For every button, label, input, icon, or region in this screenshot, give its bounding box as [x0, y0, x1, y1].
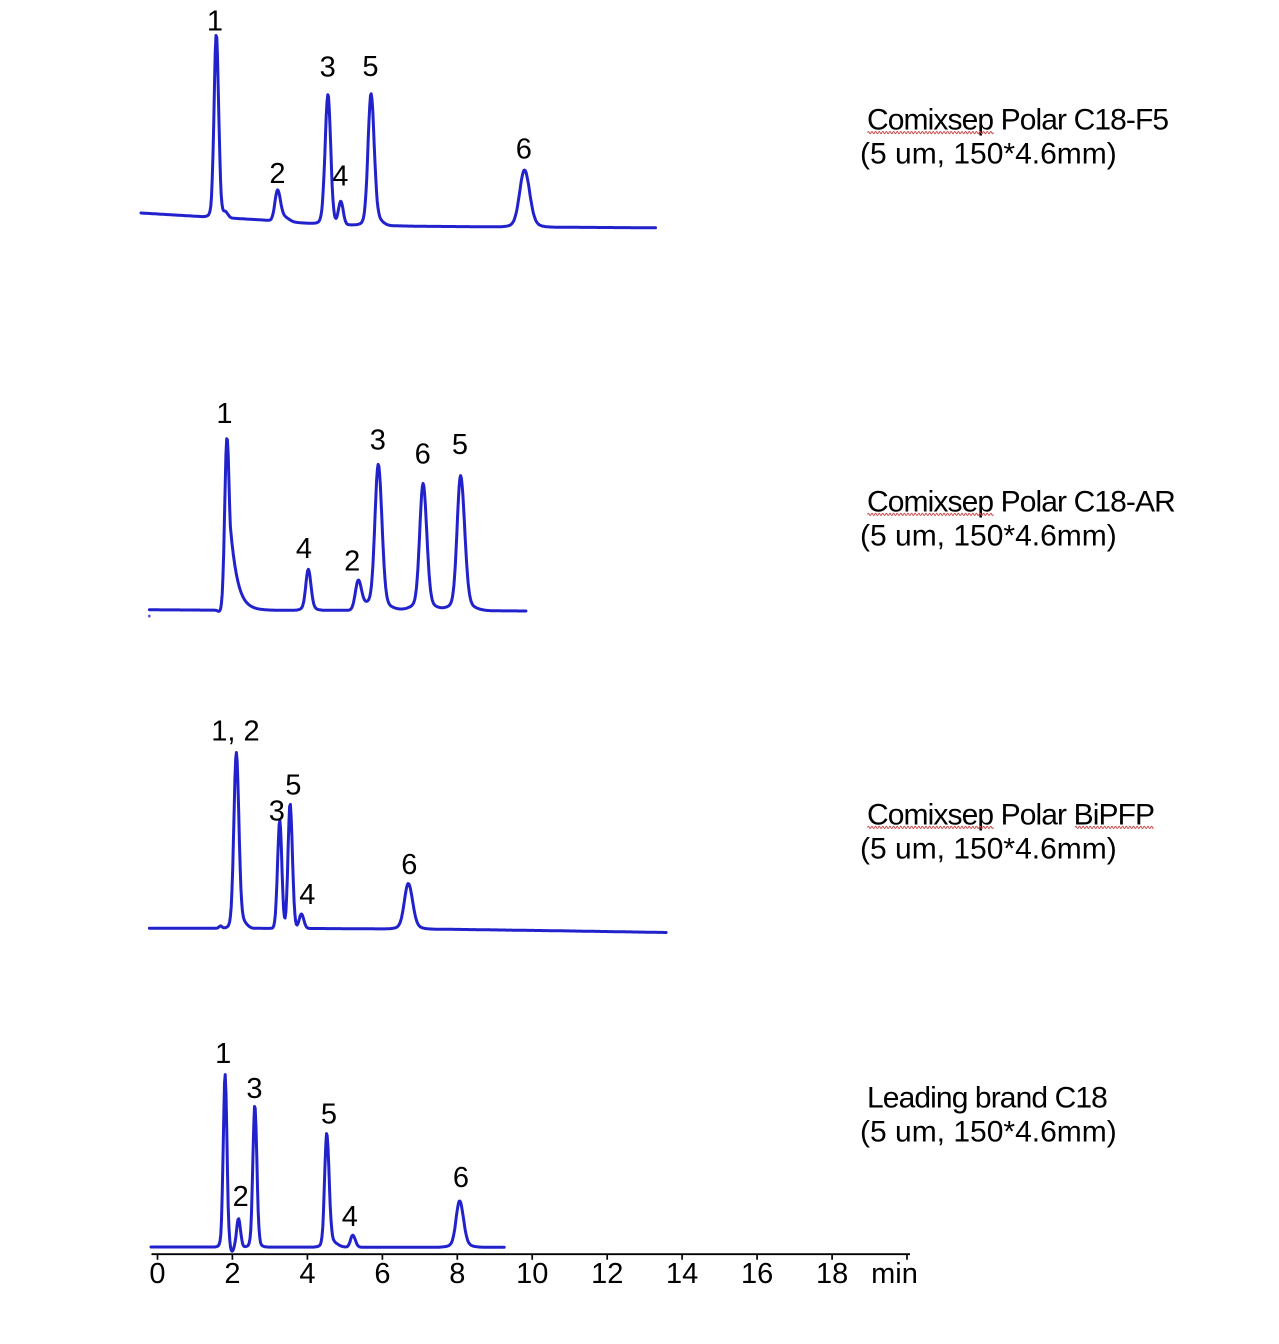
svg-text:2: 2 — [233, 1181, 249, 1213]
svg-text:6: 6 — [401, 849, 417, 881]
svg-text:8: 8 — [449, 1258, 465, 1290]
svg-text:3: 3 — [269, 796, 285, 828]
svg-text:1: 1 — [207, 6, 223, 38]
svg-text:2: 2 — [269, 158, 285, 190]
svg-text:Leading brand C18: Leading brand C18 — [867, 1082, 1107, 1115]
svg-text:5: 5 — [321, 1099, 337, 1131]
svg-text:4: 4 — [342, 1201, 358, 1233]
svg-text:2: 2 — [344, 545, 360, 577]
svg-text:18: 18 — [816, 1258, 848, 1290]
svg-text:6: 6 — [453, 1162, 469, 1194]
svg-text:3: 3 — [246, 1073, 262, 1105]
svg-text:3: 3 — [370, 424, 386, 456]
svg-text:4: 4 — [332, 161, 348, 193]
svg-text:6: 6 — [415, 439, 431, 471]
svg-text:1: 1 — [216, 398, 232, 430]
svg-text:(5 um, 150*4.6mm): (5 um, 150*4.6mm) — [860, 138, 1117, 171]
svg-text:14: 14 — [666, 1258, 698, 1290]
svg-text:5: 5 — [452, 429, 468, 461]
svg-text:Comixsep Polar C18-F5: Comixsep Polar C18-F5 — [867, 104, 1168, 137]
svg-text:(5 um, 150*4.6mm): (5 um, 150*4.6mm) — [860, 833, 1117, 866]
svg-text:2: 2 — [224, 1258, 240, 1290]
svg-text:6: 6 — [374, 1258, 390, 1290]
svg-text:1, 2: 1, 2 — [211, 715, 259, 747]
svg-text:(5 um, 150*4.6mm): (5 um, 150*4.6mm) — [860, 1116, 1117, 1149]
svg-text:(5 um, 150*4.6mm): (5 um, 150*4.6mm) — [860, 520, 1117, 553]
svg-text:16: 16 — [741, 1258, 773, 1290]
svg-text:5: 5 — [285, 769, 301, 801]
svg-text:4: 4 — [299, 1258, 315, 1290]
svg-text:6: 6 — [516, 134, 532, 166]
svg-text:Comixsep Polar C18-AR: Comixsep Polar C18-AR — [867, 486, 1175, 519]
svg-text:min: min — [871, 1258, 918, 1290]
svg-text:4: 4 — [299, 879, 315, 911]
svg-text:5: 5 — [362, 51, 378, 83]
svg-text:0: 0 — [149, 1258, 165, 1290]
svg-text:10: 10 — [516, 1258, 548, 1290]
svg-text:4: 4 — [296, 533, 312, 565]
svg-text:1: 1 — [215, 1038, 231, 1070]
svg-text:12: 12 — [591, 1258, 623, 1290]
svg-text:3: 3 — [320, 52, 336, 84]
